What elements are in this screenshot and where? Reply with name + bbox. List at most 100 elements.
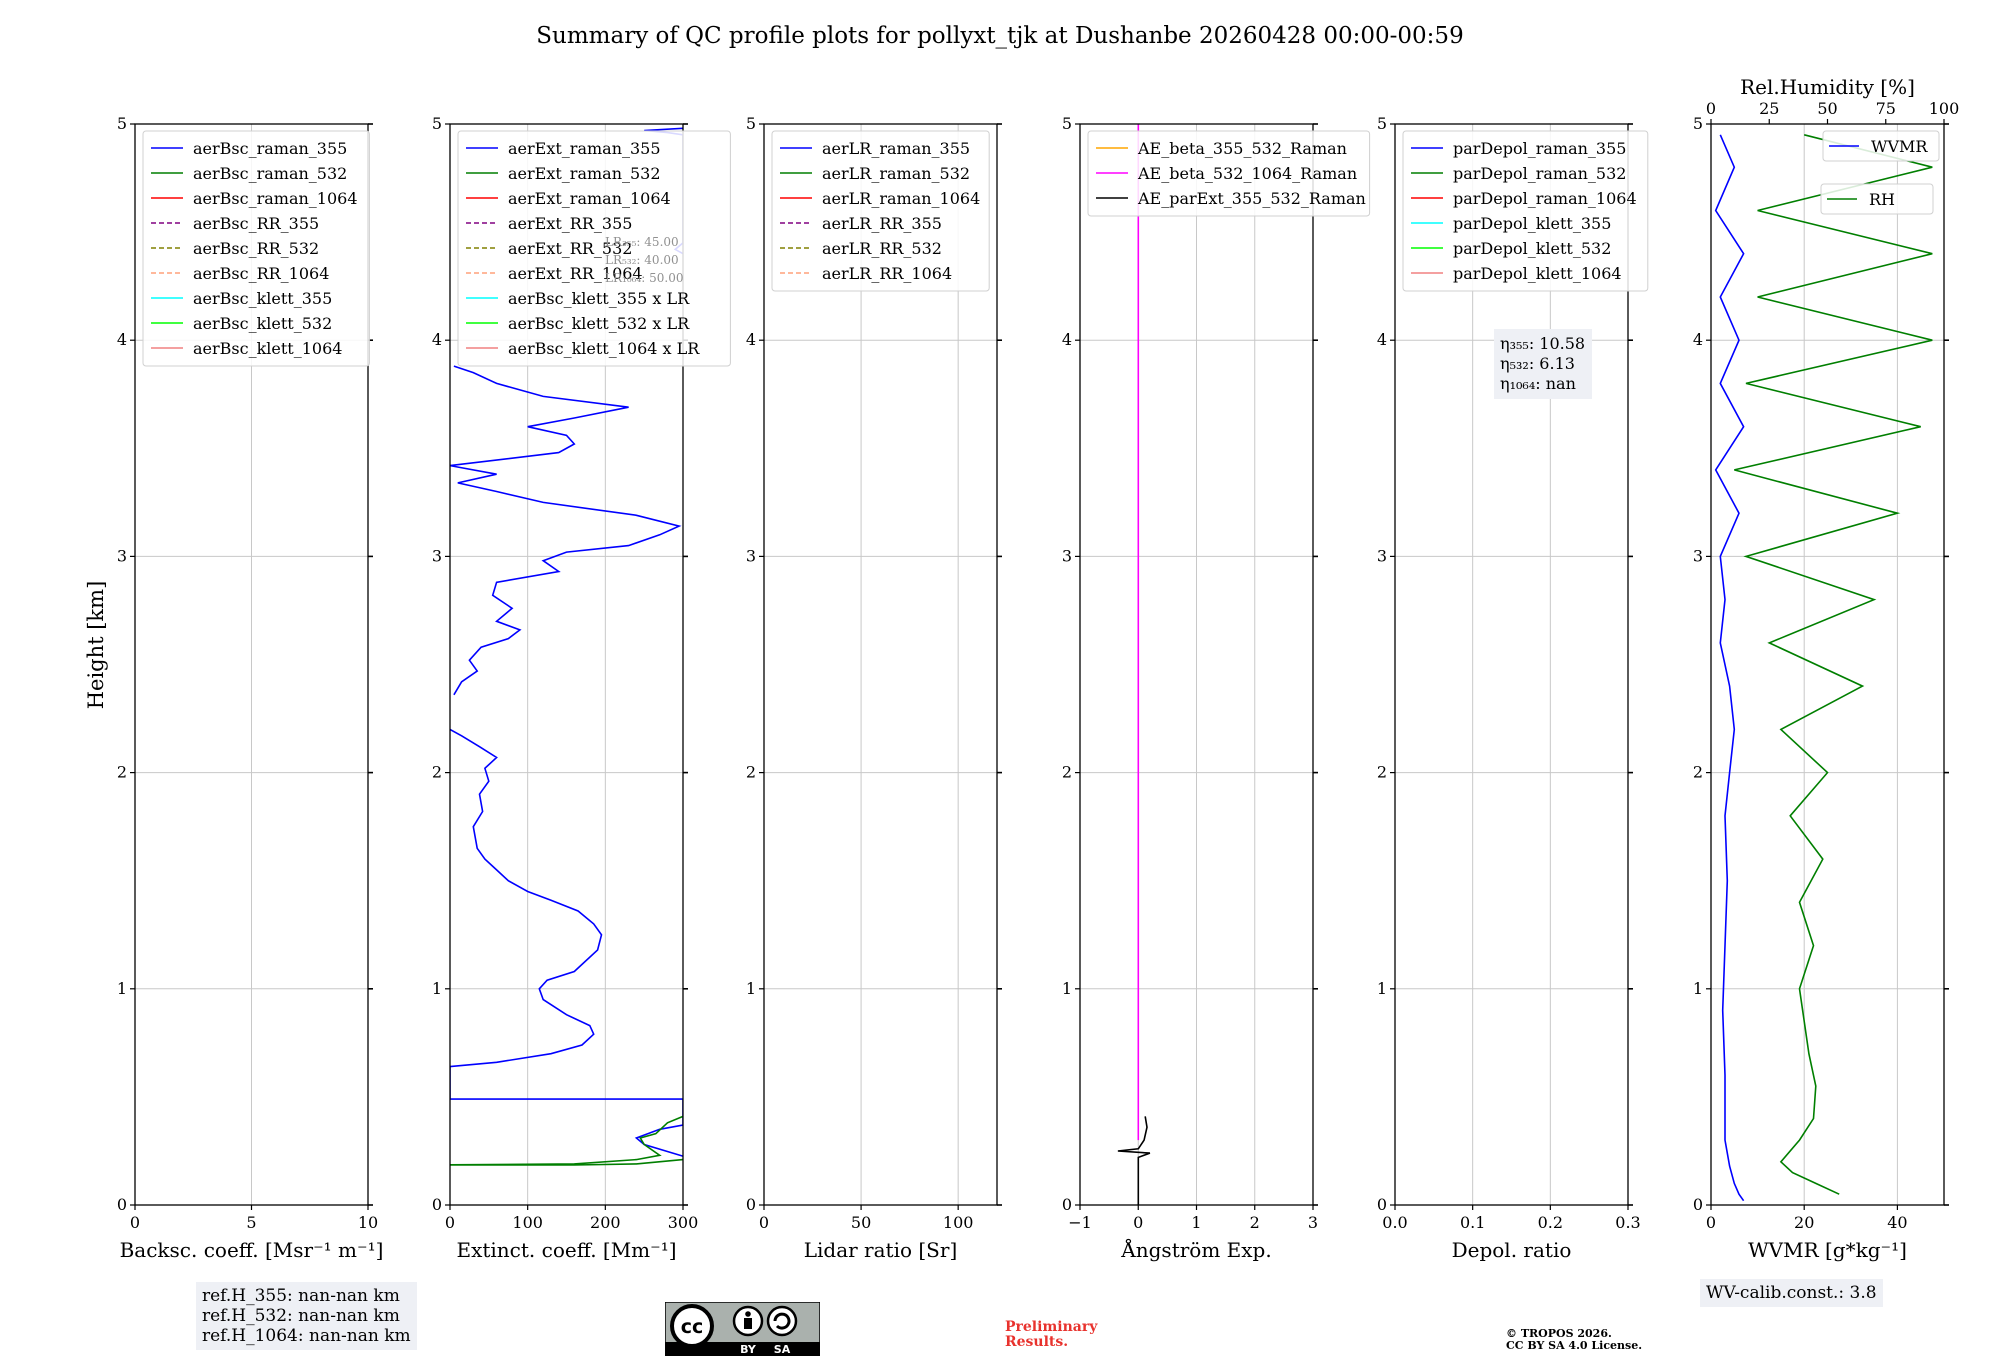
lr-value-label: LR₃₅₅: 45.00 <box>605 235 679 249</box>
series-group <box>1117 124 1151 1205</box>
legend-frame <box>1822 130 1940 162</box>
legend-label: parDepol_klett_355 <box>1453 214 1611 233</box>
legend-label: parDepol_klett_532 <box>1453 239 1611 258</box>
by-person-head <box>745 1311 751 1317</box>
y-tick-label: 3 <box>1377 546 1387 565</box>
y-tick-label: 1 <box>117 979 127 998</box>
legend-box: aerLR_raman_355 aerLR_raman_532 aerLR_rama… <box>771 130 990 292</box>
wv-calibration-box: WV-calib.const.: 3.8 <box>1700 1279 1883 1307</box>
y-tick-label: 2 <box>1377 763 1387 782</box>
legend-label: aerExt_RR_355 <box>508 214 632 233</box>
x-axis-label: Depol. ratio <box>1452 1238 1572 1262</box>
y-tick-label: 2 <box>1693 763 1703 782</box>
y-tick-label: 4 <box>746 330 756 349</box>
preliminary-line-1: Preliminary <box>1005 1319 1098 1335</box>
legend-label: aerBsc_klett_355 <box>193 289 332 308</box>
y-tick-label: 0 <box>432 1195 442 1214</box>
lr-value-label: LR₁₀₆₄: 50.00 <box>605 271 683 285</box>
y-tick-label: 4 <box>432 330 442 349</box>
legend-frame <box>142 130 370 367</box>
x-tick-label: 0 <box>1706 1213 1716 1232</box>
y-tick-label: 1 <box>1377 979 1387 998</box>
x-tick-label: 40 <box>1887 1213 1907 1232</box>
panel-backscatter: 0 1 2 3 4 5 0 5 10 Backsc. coeff. [Msr⁻¹ m⁻¹] aerB… <box>117 114 384 1262</box>
y-tick-label: 2 <box>1062 763 1072 782</box>
x-tick-label: 0.0 <box>1382 1213 1407 1232</box>
legend-label: WVMR <box>1871 137 1928 156</box>
legend-box: aerBsc_raman_355 aerBsc_raman_532 aerBsc_r… <box>142 130 370 367</box>
x-tick-label: 0.3 <box>1615 1213 1640 1232</box>
y-tick-label: 0 <box>1377 1195 1387 1214</box>
y-tick-label: 5 <box>1062 114 1072 133</box>
x-tick-label: 0.2 <box>1538 1213 1563 1232</box>
panel-extinction: 0 1 2 3 4 5 0 100 200 300 Extinct. coeff. [Mm⁻¹] ae… <box>432 114 731 1262</box>
copyright-notice: © TROPOS 2026. CC BY SA 4.0 License. <box>1506 1328 1642 1352</box>
x-tick-label: −1 <box>1068 1213 1092 1232</box>
y-tick-label: 3 <box>1062 546 1072 565</box>
x-tick-label: 100 <box>512 1213 543 1232</box>
cc-by-sa-license-badge: cc BY SA <box>665 1302 820 1356</box>
legend-box: RH <box>1820 183 1934 215</box>
series-line-RH <box>1734 134 1933 1195</box>
wv-calibration-text: WV-calib.const.: 3.8 <box>1706 1283 1877 1303</box>
legend-label: AE_beta_355_532_Raman <box>1137 139 1347 158</box>
y-tick-label: 0 <box>1693 1195 1703 1214</box>
top-x-tick-label: 50 <box>1817 99 1837 118</box>
copyright-line-2: CC BY SA 4.0 License. <box>1506 1339 1643 1352</box>
y-tick-label: 0 <box>746 1195 756 1214</box>
y-tick-label: 0 <box>117 1195 127 1214</box>
y-tick-label: 2 <box>432 763 442 782</box>
y-tick-label: 3 <box>432 546 442 565</box>
series-line-aerExt_raman_355_upper <box>450 365 682 696</box>
legend-label: parDepol_klett_1064 <box>1453 264 1622 283</box>
legend-label: aerBsc_RR_1064 <box>193 264 329 283</box>
figure-title: Summary of QC profile plots for pollyxt_… <box>536 23 1463 49</box>
eta-label-box <box>1494 329 1592 399</box>
legend-label: aerLR_raman_532 <box>822 164 970 183</box>
legend-label: aerBsc_raman_532 <box>193 164 347 183</box>
x-tick-label: 0 <box>130 1213 140 1232</box>
legend-label: aerExt_raman_355 <box>508 139 661 158</box>
y-tick-label: 2 <box>746 763 756 782</box>
legend-box: WVMR <box>1822 130 1940 162</box>
y-tick-label: 5 <box>746 114 756 133</box>
x-tick-label: 20 <box>1794 1213 1814 1232</box>
x-tick-label: 0 <box>759 1213 769 1232</box>
top-x-axis-label: Rel.Humidity [%] <box>1740 75 1915 99</box>
reference-height-box: ref.H_355: nan-nan km ref.H_532: nan-nan… <box>196 1282 417 1350</box>
eta-value-label: η₃₅₅: 10.58 <box>1500 334 1585 353</box>
sa-arrow-arc <box>773 1312 791 1330</box>
legend-label: aerBsc_RR_532 <box>193 239 319 258</box>
legend-label: aerLR_RR_355 <box>822 214 942 233</box>
panel-depolarization: 0 1 2 3 4 5 0.0 0.1 0.2 0.3 Depol. ratio parDepol_r… <box>1377 114 1649 1262</box>
y-tick-label: 4 <box>1377 330 1387 349</box>
legend-label: parDepol_raman_532 <box>1453 164 1626 183</box>
series-line-AE_parExt_355_532_Raman <box>1117 1116 1151 1205</box>
badge-footer <box>665 1342 820 1356</box>
legend-label: aerExt_RR_1064 <box>508 264 643 283</box>
legend-label: aerBsc_klett_1064 <box>193 339 342 358</box>
legend-label: aerLR_raman_355 <box>822 139 970 158</box>
legend-label: aerBsc_klett_1064 x LR <box>508 339 700 358</box>
y-tick-label: 1 <box>746 979 756 998</box>
x-tick-label: 200 <box>590 1213 621 1232</box>
y-tick-label: 5 <box>1377 114 1387 133</box>
y-tick-label: 4 <box>117 330 127 349</box>
axes-frame <box>1394 123 1629 1206</box>
refh-line-355: ref.H_355: nan-nan km <box>202 1286 400 1306</box>
x-axis-label: Ångström Exp. <box>1120 1237 1271 1262</box>
x-tick-label: 10 <box>358 1213 378 1232</box>
legend-label: AE_parExt_355_532_Raman <box>1137 189 1366 208</box>
y-tick-label: 1 <box>1062 979 1072 998</box>
x-tick-label: 1 <box>1191 1213 1201 1232</box>
cc-text: cc <box>681 1316 704 1338</box>
legend-label: aerBsc_klett_532 <box>193 314 332 333</box>
x-tick-label: 5 <box>246 1213 256 1232</box>
y-tick-label: 3 <box>1693 546 1703 565</box>
legend-label: aerLR_RR_532 <box>822 239 942 258</box>
legend-label: aerExt_RR_532 <box>508 239 632 258</box>
legend-label: aerLR_raman_1064 <box>822 189 980 208</box>
legend-label: aerBsc_klett_355 x LR <box>508 289 690 308</box>
